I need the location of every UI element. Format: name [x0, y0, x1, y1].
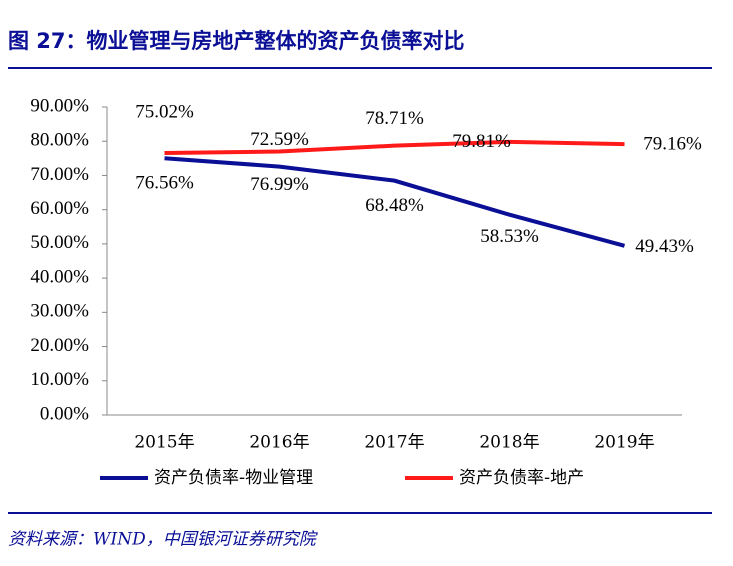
data-label: 75.02%	[135, 102, 194, 123]
y-tick-label: 50.00%	[30, 232, 89, 253]
x-tick-label: 2018年	[479, 433, 539, 453]
y-tick-label: 0.00%	[40, 403, 89, 424]
data-label: 79.16%	[643, 133, 702, 154]
y-tick-label: 40.00%	[30, 266, 89, 287]
source: 资料来源：WIND，中国银河证券研究院	[8, 530, 319, 550]
data-label: 78.71%	[365, 108, 424, 129]
x-tick-label: 2016年	[249, 433, 309, 453]
y-tick-label: 60.00%	[30, 198, 89, 219]
y-tick-label: 30.00%	[30, 301, 89, 322]
x-tick-label: 2015年	[134, 433, 194, 453]
data-label: 68.48%	[365, 195, 424, 216]
y-tick-label: 70.00%	[30, 164, 89, 185]
x-tick-label: 2017年	[364, 433, 424, 453]
y-tick-label: 20.00%	[30, 335, 89, 356]
series-line	[164, 139, 625, 155]
data-label: 76.99%	[250, 174, 309, 195]
y-tick-label: 80.00%	[30, 130, 89, 151]
legend-label: 资产负债率-物业管理	[154, 468, 313, 488]
x-tick-label: 2019年	[594, 433, 654, 453]
chart-title: 图 27：物业管理与房地产整体的资产负债率对比	[8, 29, 465, 53]
data-label: 58.53%	[480, 226, 539, 247]
series-line	[164, 156, 626, 248]
data-label: 79.81%	[452, 131, 511, 152]
data-label: 72.59%	[250, 129, 309, 150]
y-tick-label: 10.00%	[30, 369, 89, 390]
data-label: 76.56%	[135, 172, 194, 193]
y-tick-label: 90.00%	[30, 95, 89, 116]
data-label: 49.43%	[635, 236, 694, 257]
legend-label: 资产负债率-地产	[459, 468, 584, 488]
